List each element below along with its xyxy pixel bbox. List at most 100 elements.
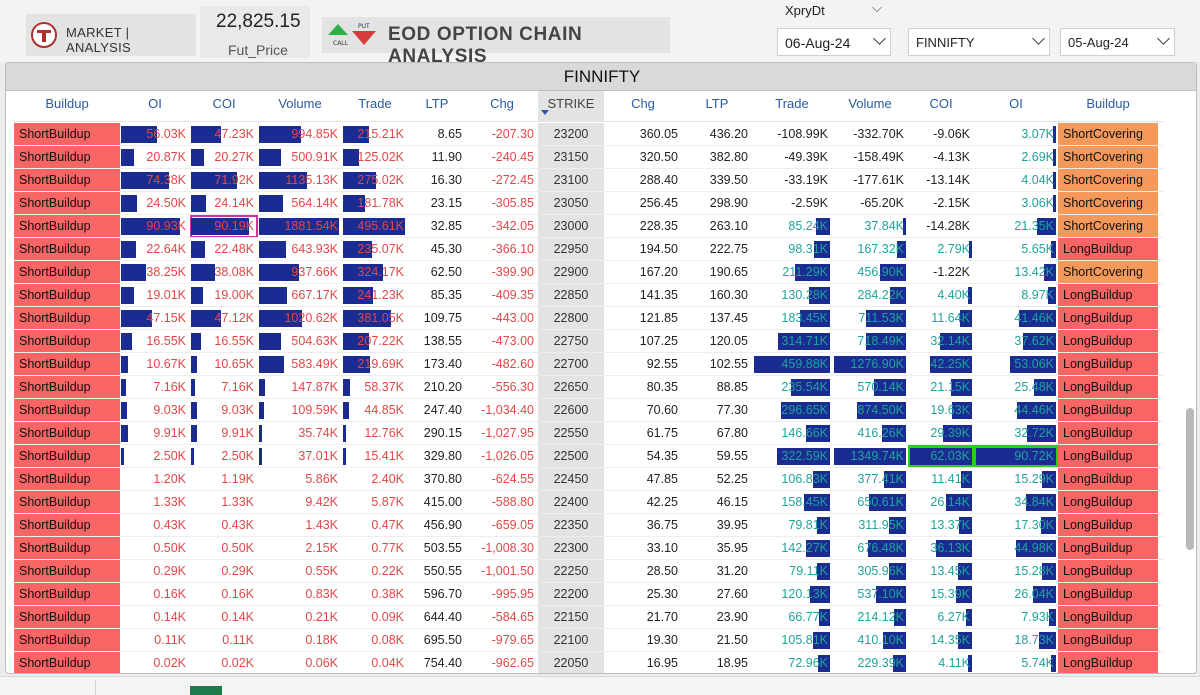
cell-value: -207.30 bbox=[491, 127, 534, 141]
table-row[interactable]: ShortBuildup 2.50K 2.50K 37.01K 15.41K 329.80… bbox=[6, 445, 1196, 468]
table-row[interactable]: ShortBuildup 0.43K 0.43K 1.43K 0.47K 456.90 -6… bbox=[6, 514, 1196, 537]
table-row[interactable]: ShortBuildup 0.02K 0.02K 0.06K 0.04K 754.40 -9… bbox=[6, 652, 1196, 673]
oi-bar bbox=[890, 287, 906, 304]
cell-value: 16.30 bbox=[430, 173, 462, 187]
table-row[interactable]: ShortBuildup 9.91K 9.91K 35.74K 12.76K 290.15… bbox=[6, 422, 1196, 445]
table-row[interactable]: ShortBuildup 16.55K 16.55K 504.63K 207.22K 13… bbox=[6, 330, 1196, 353]
cell-value: 88.85 bbox=[716, 380, 748, 394]
column-header-ccoi[interactable]: COI bbox=[212, 96, 236, 111]
table-row[interactable]: ShortBuildup 47.15K 47.12K 1020.62K 381.05K 1… bbox=[6, 307, 1196, 330]
table-row[interactable]: ShortBuildup 22.64K 22.48K 643.93K 235.07K 45… bbox=[6, 238, 1196, 261]
cell-pvol: 676.48K bbox=[832, 537, 908, 560]
scrollbar-thumb[interactable] bbox=[1186, 408, 1194, 550]
cell-value: 38.25K bbox=[146, 265, 186, 279]
table-row[interactable]: ShortBuildup 9.03K 9.03K 109.59K 44.85K 247.4… bbox=[6, 399, 1196, 422]
cell-value: 59.55 bbox=[716, 449, 748, 463]
column-header-strike[interactable]: STRIKE bbox=[538, 91, 604, 121]
table-row[interactable]: ShortBuildup 24.50K 24.14K 564.14K 181.78K 23… bbox=[6, 192, 1196, 215]
cell-value: 146.66K bbox=[781, 426, 828, 440]
column-header-pvol[interactable]: Volume bbox=[848, 96, 892, 111]
cell-pvol: 284.22K bbox=[832, 284, 908, 307]
table-row[interactable]: ShortBuildup 0.14K 0.14K 0.21K 0.09K 644.40 -5… bbox=[6, 606, 1196, 629]
cell-cvol: 0.18K bbox=[258, 629, 342, 652]
cell-value: -443.00 bbox=[491, 311, 534, 325]
table-row[interactable]: ShortBuildup 10.67K 10.65K 583.49K 219.69K 17… bbox=[6, 353, 1196, 376]
symbol-dropdown[interactable]: FINNIFTY bbox=[908, 28, 1050, 56]
column-header-cb[interactable]: Buildup bbox=[45, 96, 89, 111]
cell-value: -409.35 bbox=[491, 288, 534, 302]
column-header-ctr[interactable]: Trade bbox=[358, 96, 392, 111]
column-header-cchg[interactable]: Chg bbox=[490, 96, 514, 111]
cell-cvol: 37.01K bbox=[258, 445, 342, 468]
cell-coi: 20.87K bbox=[120, 146, 190, 169]
cell-value: 27.60 bbox=[716, 587, 748, 601]
table-row[interactable]: ShortBuildup 0.16K 0.16K 0.83K 0.38K 596.70 -9… bbox=[6, 583, 1196, 606]
oi-bar bbox=[969, 241, 972, 258]
table-row[interactable]: ShortBuildup 0.50K 0.50K 2.15K 0.77K 503.55 -1… bbox=[6, 537, 1196, 560]
table-row[interactable]: ShortBuildup 19.01K 19.00K 667.17K 241.23K 85… bbox=[6, 284, 1196, 307]
column-header-poi[interactable]: OI bbox=[1009, 96, 1023, 111]
cell-ctr: 0.09K bbox=[342, 606, 408, 629]
table-row[interactable]: ShortBuildup 1.33K 1.33K 9.42K 5.87K 415.00 -5… bbox=[6, 491, 1196, 514]
cell-value: 643.93K bbox=[291, 242, 338, 256]
cell-value: 21.70 bbox=[646, 610, 678, 624]
cell-value: 31.20 bbox=[716, 564, 748, 578]
column-header-pb[interactable]: Buildup bbox=[1086, 96, 1130, 111]
buildup-cell: LongBuildup bbox=[1058, 353, 1158, 376]
cell-pchg: 288.40 bbox=[604, 169, 682, 192]
cell-value: 3.07K bbox=[1021, 127, 1054, 141]
cell-value: 410.10K bbox=[857, 633, 904, 647]
cell-value: 305.96K bbox=[857, 564, 904, 578]
date-dropdown[interactable]: 05-Aug-24 bbox=[1060, 28, 1175, 56]
column-header-pchg[interactable]: Chg bbox=[631, 96, 655, 111]
cell-cvol: 564.14K bbox=[258, 192, 342, 215]
table-row[interactable]: ShortBuildup 90.93K 90.19K 1881.54K 495.61K 3… bbox=[6, 215, 1196, 238]
cell-ptr: -49.39K bbox=[752, 146, 832, 169]
expiry-dropdown[interactable]: 06-Aug-24 bbox=[777, 28, 891, 56]
cell-poi: 15.29K bbox=[974, 468, 1058, 491]
oi-bar bbox=[191, 172, 237, 189]
cell-value: 0.50K bbox=[153, 541, 186, 555]
oi-bar bbox=[259, 379, 265, 396]
cell-pcoi: -13.14K bbox=[908, 169, 974, 192]
table-row[interactable]: ShortBuildup 38.25K 38.08K 937.66K 324.17K 62… bbox=[6, 261, 1196, 284]
column-header-pltp[interactable]: LTP bbox=[705, 96, 729, 111]
table-row[interactable]: ShortBuildup 0.11K 0.11K 0.18K 0.08K 695.50 -9… bbox=[6, 629, 1196, 652]
cell-poi: 4.04K bbox=[974, 169, 1058, 192]
table-row[interactable]: ShortBuildup 7.16K 7.16K 147.87K 58.37K 210.2… bbox=[6, 376, 1196, 399]
cell-value: 13.45K bbox=[930, 564, 970, 578]
cell-value: 120.05 bbox=[709, 334, 748, 348]
column-header-cvol[interactable]: Volume bbox=[278, 96, 322, 111]
table-row[interactable]: ShortBuildup 20.87K 20.27K 500.91K 125.02K 11… bbox=[6, 146, 1196, 169]
oi-bar bbox=[259, 149, 281, 166]
chevron-down-icon[interactable]: ⌵ bbox=[872, 0, 882, 15]
cell-value: -979.65 bbox=[491, 633, 534, 647]
cell-value: 500.91K bbox=[291, 150, 338, 164]
row-divider bbox=[14, 145, 1164, 146]
cell-cltp: 11.90 bbox=[408, 146, 466, 169]
column-header-coi[interactable]: OI bbox=[148, 96, 162, 111]
cell-value: 62.50 bbox=[430, 265, 462, 279]
column-header-cltp[interactable]: LTP bbox=[425, 96, 449, 111]
table-row[interactable]: ShortBuildup 74.38K 71.92K 1135.13K 275.02K 1… bbox=[6, 169, 1196, 192]
table-row[interactable]: ShortBuildup 56.03K 47.23K 994.85K 215.21K 8.… bbox=[6, 123, 1196, 146]
oi-bar bbox=[795, 264, 830, 281]
table-row[interactable]: ShortBuildup 1.20K 1.19K 5.86K 2.40K 370.80 -6… bbox=[6, 468, 1196, 491]
column-header-ptr[interactable]: Trade bbox=[775, 96, 809, 111]
cell-value: 0.18K bbox=[305, 633, 338, 647]
oi-bar bbox=[943, 425, 972, 442]
table-row[interactable]: ShortBuildup 0.29K 0.29K 0.55K 0.22K 550.55 -1… bbox=[6, 560, 1196, 583]
cell-value: 181.78K bbox=[357, 196, 404, 210]
oi-bar bbox=[1026, 494, 1056, 511]
cell-value: 47.23K bbox=[214, 127, 254, 141]
cell-value: 1349.74K bbox=[850, 449, 904, 463]
brand-button[interactable]: MARKET | ANALYSIS bbox=[26, 14, 196, 56]
cell-ptr: 72.96K bbox=[752, 652, 832, 673]
column-header-pcoi[interactable]: COI bbox=[929, 96, 953, 111]
cell-value: 16.55K bbox=[214, 334, 254, 348]
page-title: EOD OPTION CHAIN ANALYSIS bbox=[388, 24, 583, 67]
cell-value: 211.29K bbox=[782, 265, 828, 279]
scrollbar-track[interactable] bbox=[1182, 122, 1194, 672]
page-tab[interactable] bbox=[190, 686, 222, 695]
